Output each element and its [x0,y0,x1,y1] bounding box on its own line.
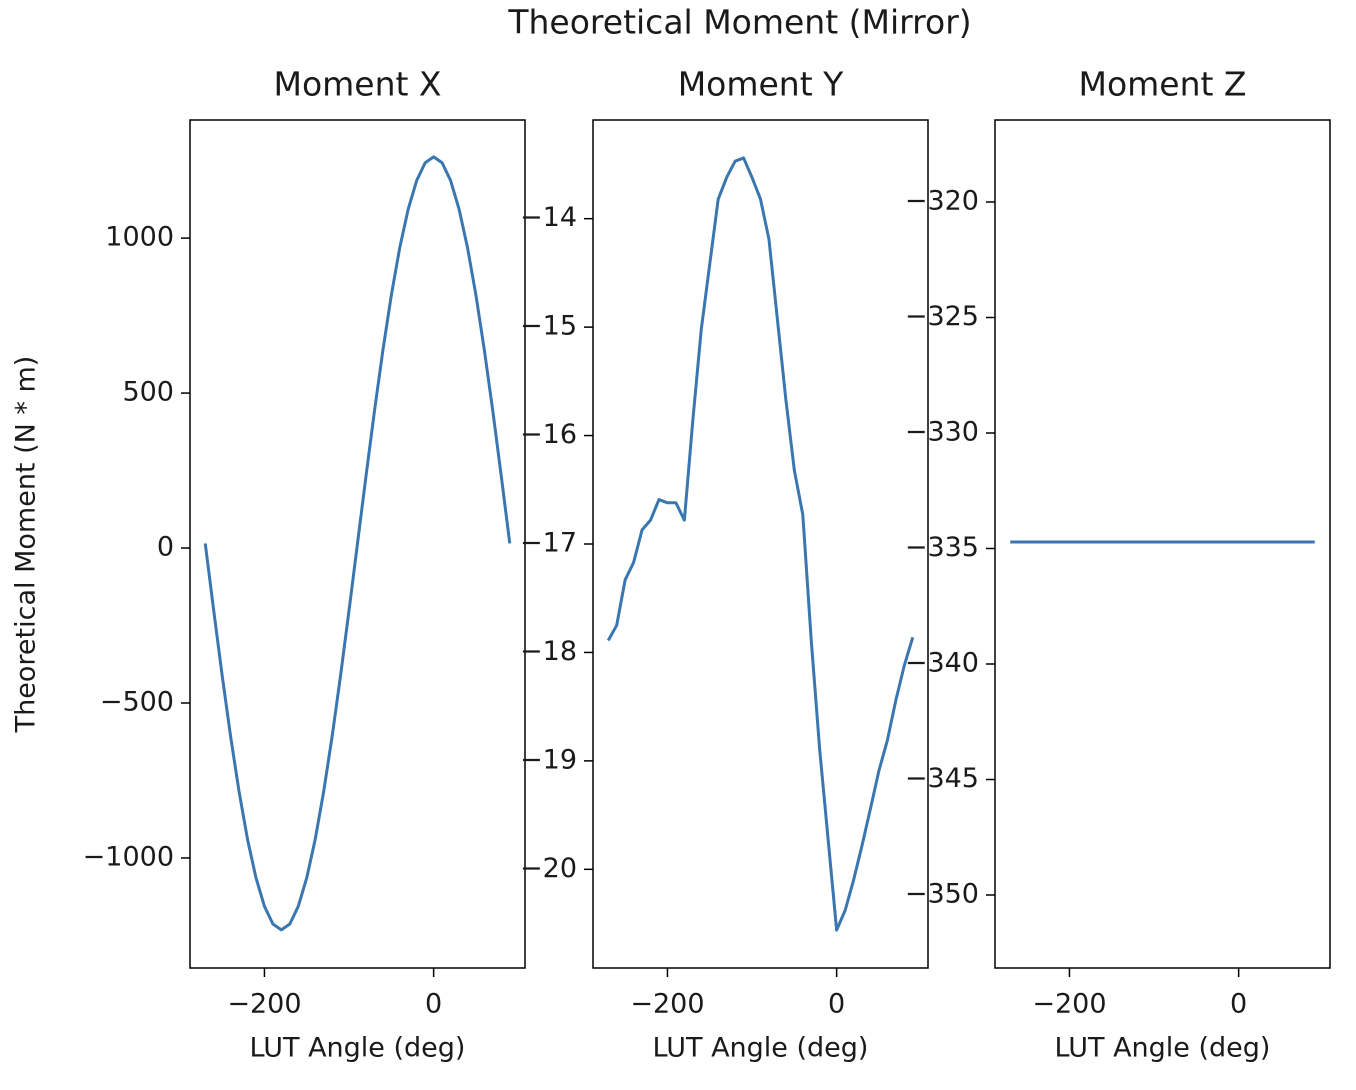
axes-frame [592,119,929,969]
y-tick-label: −330 [905,417,979,448]
y-tick-label: −325 [905,301,979,332]
y-tick-label: −350 [905,879,979,910]
axes-frame [189,119,526,969]
x-tick-label: −200 [630,989,704,1020]
x-axis-label: LUT Angle (deg) [653,1033,869,1064]
data-line [203,155,512,932]
x-axis-label: LUT Angle (deg) [1055,1033,1271,1064]
y-tick-label: −17 [520,528,577,559]
y-tick-label: −16 [520,419,577,450]
x-tick-label: −200 [1032,989,1106,1020]
y-tick-label: −340 [905,648,979,679]
data-line [606,156,915,932]
y-tick-label: −335 [905,532,979,563]
subplot-title: Moment Y [678,65,844,104]
y-tick-label: 1000 [105,222,174,253]
y-axis-label: Theoretical Moment (N * m) [11,356,42,734]
axes-frame [994,119,1331,969]
y-tick-label: −15 [520,311,577,342]
suptitle: Theoretical Moment (Mirror) [507,3,971,42]
y-tick-label: −18 [520,636,577,667]
x-tick-label: 0 [425,989,442,1020]
y-tick-label: 500 [122,377,174,408]
y-tick-label: −14 [520,202,577,233]
y-tick-label: −345 [905,763,979,794]
x-tick-label: −200 [227,989,301,1020]
subplot-title: Moment Z [1078,65,1246,104]
y-tick-label: −20 [520,853,577,884]
y-tick-label: −320 [905,186,979,217]
y-tick-label: −19 [520,744,577,775]
y-tick-label: −500 [100,687,174,718]
x-tick-label: 0 [1230,989,1247,1020]
x-axis-label: LUT Angle (deg) [250,1033,466,1064]
subplot-title: Moment X [273,65,441,104]
x-tick-label: 0 [828,989,845,1020]
y-tick-label: −1000 [83,841,174,872]
y-tick-label: 0 [157,532,174,563]
